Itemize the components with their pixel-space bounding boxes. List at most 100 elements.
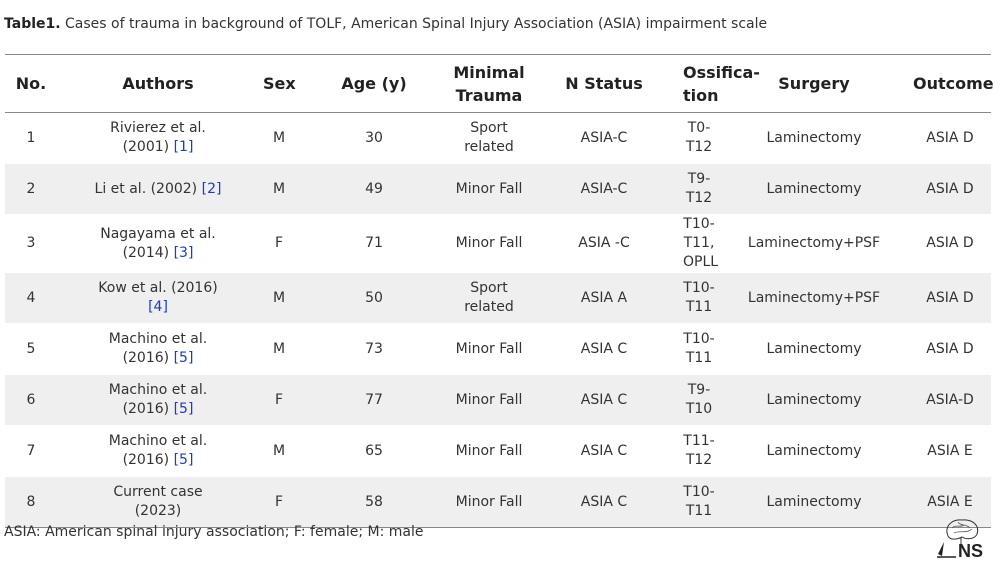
cell-outcome: ASIA-D (909, 374, 991, 426)
author-line-1: Nagayama et al. (100, 225, 216, 242)
cell-ossification: T10-T11 (679, 476, 719, 528)
cell-age: 58 (299, 476, 449, 528)
header-row: No. Authors Sex Age (y) Minimal Trauma N … (5, 54, 994, 113)
header-ossification-line-2: tion (683, 85, 719, 105)
ossification-line-1: T10-T11 (683, 484, 715, 519)
header-surgery: Surgery (719, 54, 909, 113)
cell-sex: M (259, 323, 299, 375)
author-line-2: (2016) (122, 452, 174, 468)
reference-link[interactable]: [2] (201, 180, 222, 197)
ossification-line-2: OPLL (683, 254, 719, 270)
table-row: 1 Rivierez et al. (2001) [1] M 30 Sport relat… (5, 112, 991, 164)
cell-outcome: ASIA E (909, 425, 991, 477)
table-caption: Table1. Cases of trauma in background of… (4, 16, 767, 32)
cell-no: 1 (5, 112, 57, 164)
ossification-line-1: T10-T11 (683, 331, 715, 366)
table-caption-text: Cases of trauma in background of TOLF, A… (60, 16, 768, 32)
cell-trauma: Sport related (449, 112, 529, 164)
author-line-2: (2016) (122, 350, 174, 366)
table-row: 5 Machino et al. (2016) [5] M 73 Minor Fall AS… (5, 323, 991, 375)
cell-outcome: ASIA D (909, 323, 991, 375)
cell-ossification: T9-T10 (679, 374, 719, 426)
cell-ossification: T10-T11, OPLL (679, 214, 719, 273)
cell-authors: Li et al. (2002) [2] (57, 163, 259, 215)
header-age: Age (y) (299, 54, 449, 113)
cell-authors: Current case (2023) (57, 476, 259, 528)
reference-link[interactable]: [1] (173, 139, 194, 155)
author-line-1: Current case (113, 484, 203, 500)
cell-authors: Machino et al. (2016) [5] (57, 374, 259, 426)
cell-sex: M (259, 163, 299, 215)
cell-surgery: Laminectomy (719, 163, 909, 215)
cell-authors: Machino et al. (2016) [5] (57, 425, 259, 477)
author-line-1: Li et al. (2002) (94, 180, 202, 197)
header-status: N Status (529, 54, 679, 113)
cell-sex: F (259, 476, 299, 528)
table-row: 3 Nagayama et al. (2014) [3] F 71 Minor Fall A… (5, 214, 991, 273)
table-row: 4 Kow et al. (2016) [4] M 50 Sport related ASI… (5, 272, 991, 324)
logo-text: NS (958, 541, 983, 560)
table-row: 6 Machino et al. (2016) [5] F 77 Minor Fall AS… (5, 374, 991, 426)
cell-surgery: Laminectomy (719, 112, 909, 164)
header-trauma: Minimal Trauma (449, 54, 529, 113)
cell-authors: Nagayama et al. (2014) [3] (57, 214, 259, 273)
cell-authors: Kow et al. (2016) [4] (57, 272, 259, 324)
cell-status: ASIA C (529, 476, 679, 528)
cell-no: 2 (5, 163, 57, 215)
header-authors: Authors (57, 54, 259, 113)
brain-logo-icon: NS (937, 519, 983, 560)
cell-ossification: T10-T11 (679, 323, 719, 375)
ossification-line-1: T10-T11, (683, 216, 715, 251)
cell-age: 49 (299, 163, 449, 215)
reference-link[interactable]: [5] (173, 452, 194, 468)
cell-ossification: T9-T12 (679, 163, 719, 215)
cell-status: ASIA A (529, 272, 679, 324)
cell-outcome: ASIA E (909, 476, 991, 528)
reference-link[interactable]: [5] (173, 350, 194, 366)
reference-link[interactable]: [4] (148, 299, 168, 315)
cell-status: ASIA C (529, 374, 679, 426)
author-line-1: Machino et al. (108, 382, 208, 398)
author-line-2: (2016) (122, 401, 174, 417)
cell-sex: M (259, 112, 299, 164)
cell-outcome: ASIA D (909, 163, 991, 215)
header-trauma-line-1: Minimal (453, 62, 525, 82)
cell-surgery: Laminectomy+PSF (719, 214, 909, 273)
cell-outcome: ASIA D (909, 214, 991, 273)
cell-status: ASIA-C (529, 112, 679, 164)
ossification-line-1: T11-T12 (683, 433, 715, 468)
author-line-2: (2001) (122, 139, 174, 155)
table-row: 8 Current case (2023) F 58 Minor Fall ASIA C T1… (5, 476, 991, 528)
cell-trauma: Minor Fall (449, 163, 529, 215)
ossification-line-1: T9-T10 (685, 382, 713, 417)
cell-sex: M (259, 272, 299, 324)
cell-sex: F (259, 214, 299, 273)
header-ossification-line-1: Ossifica- (683, 61, 760, 84)
ossification-line-1: T0-T12 (685, 120, 713, 155)
cell-sex: M (259, 425, 299, 477)
table-row: 2 Li et al. (2002) [2] M 49 Minor Fall ASIA-C… (5, 163, 991, 215)
cell-ossification: T0-T12 (679, 112, 719, 164)
cell-authors: Machino et al. (2016) [5] (57, 323, 259, 375)
header-ossification: Ossifica-tion (679, 54, 760, 113)
cell-trauma: Minor Fall (449, 425, 529, 477)
reference-link[interactable]: [3] (173, 244, 194, 261)
table-caption-label: Table1. (4, 16, 61, 32)
cell-age: 50 (299, 272, 449, 324)
cell-surgery: Laminectomy (719, 374, 909, 426)
cell-surgery: Laminectomy (719, 476, 909, 528)
cell-no: 4 (5, 272, 57, 324)
cell-status: ASIA C (529, 425, 679, 477)
cell-trauma: Sport related (449, 272, 529, 324)
cell-authors: Rivierez et al. (2001) [1] (57, 112, 259, 164)
ossification-line-1: T9-T12 (685, 171, 713, 206)
cell-ossification: T10-T11 (679, 272, 719, 324)
cell-ossification: T11-T12 (679, 425, 719, 477)
header-sex: Sex (259, 54, 299, 113)
ossification-line-1: T10-T11 (683, 280, 715, 315)
cell-sex: F (259, 374, 299, 426)
reference-link[interactable]: [5] (173, 401, 194, 417)
table-footnote: ASIA: American spinal injury association… (4, 524, 424, 540)
author-line-1: Machino et al. (108, 331, 208, 347)
cases-table: No. Authors Sex Age (y) Minimal Trauma N … (5, 54, 994, 528)
